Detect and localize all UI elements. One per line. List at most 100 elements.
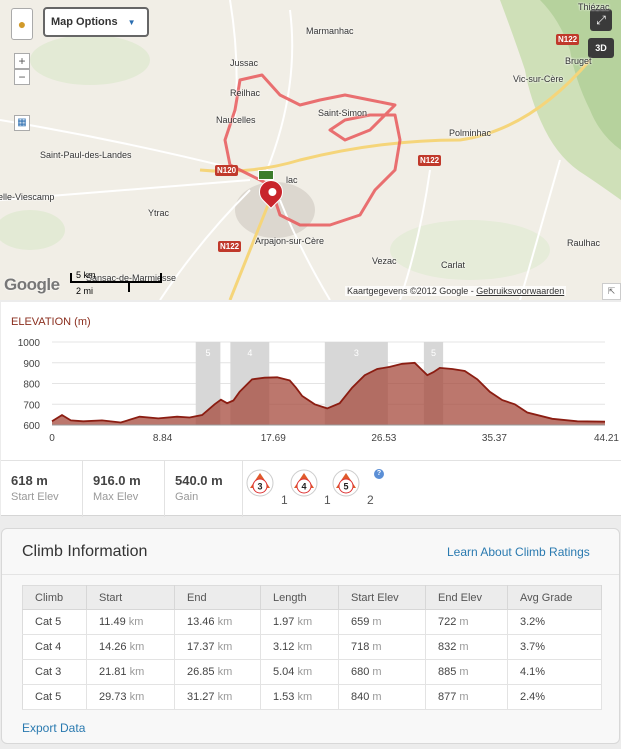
cell-value: 13.46 (187, 616, 215, 628)
col-end: End (174, 585, 261, 610)
terms-link[interactable]: Gebruiksvoorwaarden (476, 286, 565, 296)
map-place-label: Bruget (565, 56, 592, 66)
start-flag-icon[interactable] (258, 170, 274, 180)
map-place-label: Ytrac (148, 208, 170, 218)
y-tick-label: 900 (23, 359, 40, 370)
cell-unit: km (217, 691, 233, 703)
cell-end: 31.27 km (174, 684, 261, 710)
cell-start-elev: 840 m (338, 684, 426, 710)
map-place-label: Naucelles (216, 115, 256, 125)
elevation-title-text: ELEVATION (11, 316, 72, 328)
cell-length: 1.53 km (260, 684, 339, 710)
elevation-unit: (m) (74, 316, 91, 328)
cell-unit: km (129, 691, 145, 703)
export-data-link[interactable]: Export Data (22, 721, 86, 735)
expand-corner-icon[interactable]: ⇱ (602, 283, 621, 300)
cell-unit: m (372, 666, 382, 678)
road-shield-label: N122 (418, 155, 442, 166)
map-place-label: elle-Viescamp (0, 192, 55, 202)
road-shield-label: N122 (218, 241, 242, 252)
elevation-line (51, 361, 606, 424)
scale-km-label: 5 km (76, 270, 96, 280)
fullscreen-icon[interactable]: ⤢ (590, 9, 612, 31)
cell-end: 17.37 km (174, 634, 261, 660)
cat-4-label: 4 (301, 482, 306, 492)
cell-value: 14.26 (99, 641, 127, 653)
table-row: Cat 4 14.26 km 17.37 km 3.12 km 718 m 832 m 3.… (22, 634, 602, 660)
map-place-label: Raulhac (567, 238, 601, 248)
cat-5-count: 2 (367, 493, 374, 507)
col-length: Length (260, 585, 339, 610)
climb-zone-label: 3 (354, 348, 359, 358)
route-map[interactable]: ● Map Options ▼ + − ▦ ⤢ 3D Thiézac Marman… (0, 0, 621, 300)
zoom-out-button[interactable]: − (14, 69, 30, 85)
chevron-down-icon: ▼ (127, 17, 136, 27)
map-place-label: Saint-Paul-des-Landes (40, 150, 132, 160)
climb-zone-label: 5 (431, 348, 436, 358)
cell-start-elev: 718 m (338, 634, 426, 660)
cell-value: 2.4% (520, 691, 546, 703)
stat-value: 618 m (11, 473, 48, 488)
col-end-elev: End Elev (425, 585, 508, 610)
cell-value: 722 (438, 616, 457, 628)
cat-5-climb-icon[interactable]: 5 (332, 469, 360, 497)
help-icon[interactable]: ? (374, 469, 384, 479)
map-place-label: Arpajon-sur-Cère (255, 236, 325, 246)
cell-end: 13.46 km (174, 609, 261, 635)
cell-climb: Cat 4 (22, 634, 87, 660)
map-terrain (0, 0, 621, 300)
stat-max-elev: 916.0 m Max Elev (83, 461, 165, 517)
cell-value: 832 (438, 641, 457, 653)
climb-zone-label: 5 (206, 348, 211, 358)
cell-start-elev: 680 m (338, 659, 426, 685)
y-tick-label: 700 (23, 400, 40, 411)
climb-header: Climb Information Learn About Climb Rati… (2, 529, 619, 575)
x-tick-label: 26.53 (371, 433, 396, 444)
y-tick-label: 600 (23, 421, 40, 432)
cell-start: 29.73 km (86, 684, 175, 710)
cell-value: 877 (438, 691, 457, 703)
cell-value: 29.73 (99, 691, 127, 703)
elevation-chart[interactable]: 1000 900 800 700 600 5 4 3 5 0 8.84 17.69 26.53 35.37… (1, 332, 621, 452)
cell-unit: m (372, 641, 382, 653)
cat-3-climb-icon[interactable]: 3 (246, 469, 274, 497)
x-tick-label: 44.21 (594, 433, 619, 444)
cell-unit: km (297, 616, 313, 628)
col-avg-grade: Avg Grade (507, 585, 602, 610)
cell-climb: Cat 3 (22, 659, 87, 685)
zoom-in-button[interactable]: + (14, 53, 30, 69)
street-view-pegman-icon[interactable]: ● (11, 8, 33, 40)
cell-unit: km (297, 641, 313, 653)
map-place-label: Vic-sur-Cère (513, 74, 564, 84)
cell-grade: 3.7% (507, 634, 602, 660)
cell-unit: km (129, 641, 145, 653)
map-place-label: Polminhac (449, 128, 492, 138)
map-place-label: Thiézac (578, 2, 610, 12)
x-tick-label: 17.69 (261, 433, 286, 444)
cell-end-elev: 885 m (425, 659, 508, 685)
cell-unit: m (459, 641, 469, 653)
map-options-dropdown[interactable]: Map Options ▼ (43, 7, 149, 37)
map-place-label: lac (286, 175, 298, 185)
road-shield-label: N120 (215, 165, 239, 176)
elevation-stats: 618 m Start Elev 916.0 m Max Elev 540.0 … (1, 460, 621, 517)
cell-value: 3.2% (520, 616, 546, 628)
elevation-title: ELEVATION (m) (11, 316, 91, 328)
map-3d-button[interactable]: 3D (588, 38, 614, 58)
scale-mi-label: 2 mi (76, 286, 94, 296)
map-options-label: Map Options (51, 16, 118, 28)
stat-label: Gain (175, 491, 199, 503)
cell-unit: km (129, 666, 145, 678)
cat-4-climb-icon[interactable]: 4 (290, 469, 318, 497)
cell-start-elev: 659 m (338, 609, 426, 635)
cell-value: 3.12 (273, 641, 295, 653)
cell-value: 659 (351, 616, 370, 628)
cell-unit: km (128, 616, 144, 628)
layers-icon[interactable]: ▦ (14, 115, 30, 131)
learn-climb-ratings-link[interactable]: Learn About Climb Ratings (447, 545, 590, 559)
climb-information-panel: Climb Information Learn About Climb Rati… (1, 528, 620, 744)
x-tick-label: 0 (49, 433, 55, 444)
cell-start: 11.49 km (86, 609, 175, 635)
col-climb: Climb (22, 585, 87, 610)
x-tick-label: 8.84 (153, 433, 173, 444)
